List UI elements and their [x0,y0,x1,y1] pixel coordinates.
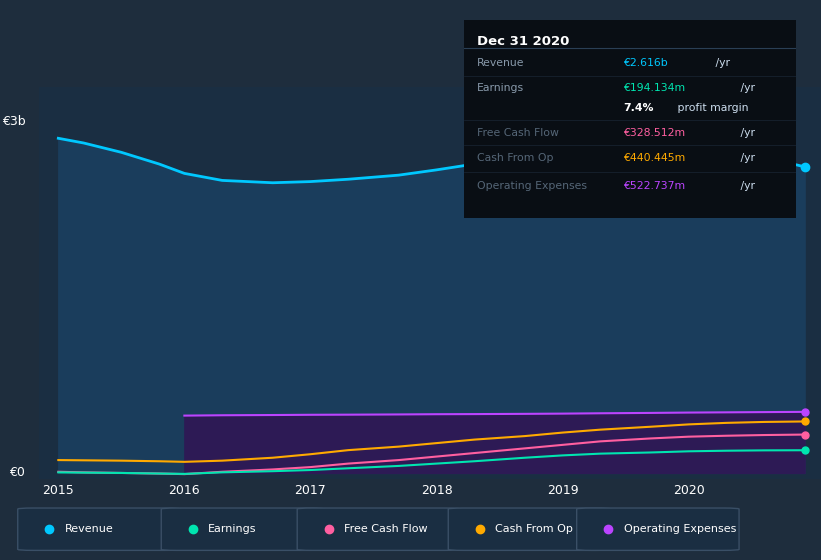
FancyBboxPatch shape [297,508,460,550]
Text: /yr: /yr [737,180,755,190]
Text: Cash From Op: Cash From Op [495,524,573,534]
Text: Revenue: Revenue [477,58,525,68]
Text: Cash From Op: Cash From Op [477,153,553,163]
Text: 7.4%: 7.4% [623,103,654,113]
FancyBboxPatch shape [448,508,611,550]
FancyBboxPatch shape [18,508,180,550]
Text: /yr: /yr [737,83,755,93]
Text: Operating Expenses: Operating Expenses [623,524,736,534]
Text: Operating Expenses: Operating Expenses [477,180,587,190]
Text: /yr: /yr [737,128,755,138]
Text: Revenue: Revenue [65,524,113,534]
Text: profit margin: profit margin [674,103,749,113]
Text: €440.445m: €440.445m [623,153,686,163]
Text: Free Cash Flow: Free Cash Flow [477,128,559,138]
Text: €522.737m: €522.737m [623,180,686,190]
Text: €0: €0 [10,466,25,479]
Text: Earnings: Earnings [208,524,257,534]
Text: €2.616b: €2.616b [623,58,668,68]
Text: Earnings: Earnings [477,83,525,93]
Text: €194.134m: €194.134m [623,83,686,93]
Text: /yr: /yr [712,58,730,68]
FancyBboxPatch shape [576,508,739,550]
FancyBboxPatch shape [161,508,323,550]
Text: €3b: €3b [2,115,25,128]
Text: Dec 31 2020: Dec 31 2020 [477,35,570,48]
Text: €328.512m: €328.512m [623,128,686,138]
Text: Free Cash Flow: Free Cash Flow [344,524,428,534]
Text: /yr: /yr [737,153,755,163]
